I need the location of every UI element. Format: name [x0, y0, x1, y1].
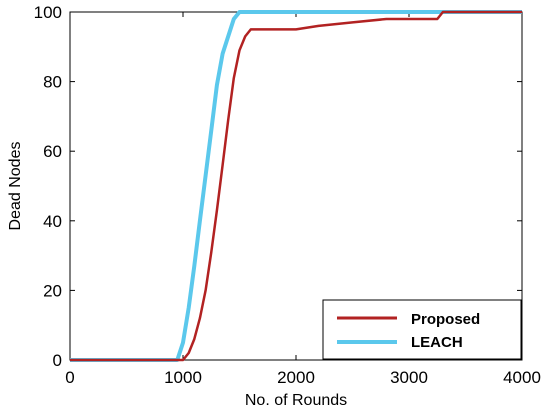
y-tick-label: 40	[43, 212, 62, 231]
series-layer	[70, 10, 522, 362]
legend: Proposed LEACH	[322, 299, 522, 360]
y-axis-title: Dead Nodes	[7, 142, 24, 231]
x-tick-label: 3000	[390, 368, 428, 387]
series-line-proposed	[70, 10, 522, 362]
series-line-leach	[70, 10, 522, 362]
legend-box	[322, 299, 522, 360]
axis-tick-labels: 0 1000 2000 3000 4000 0 20 40 60 80 100	[34, 3, 541, 387]
y-tick-label: 0	[53, 351, 62, 370]
x-tick-label: 4000	[503, 368, 541, 387]
y-tick-label: 80	[43, 73, 62, 92]
x-tick-label: 1000	[164, 368, 202, 387]
y-tick-label: 20	[43, 281, 62, 300]
x-tick-label: 0	[65, 368, 74, 387]
y-tick-label: 100	[34, 3, 62, 22]
x-axis-title: No. of Rounds	[245, 392, 347, 409]
legend-label-leach: LEACH	[411, 334, 463, 351]
x-tick-label: 2000	[277, 368, 315, 387]
y-tick-label: 60	[43, 142, 62, 161]
legend-label-proposed: Proposed	[411, 311, 480, 328]
